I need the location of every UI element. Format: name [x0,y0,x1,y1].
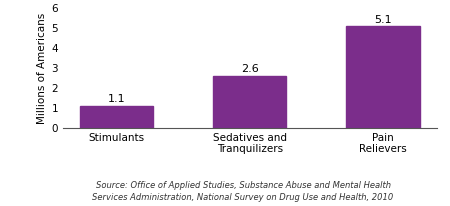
Y-axis label: Millions of Americans: Millions of Americans [37,12,47,124]
Bar [80,106,153,128]
Bar [213,76,286,128]
Text: 1.1: 1.1 [108,94,126,104]
Bar [346,26,419,128]
Text: 2.6: 2.6 [241,64,259,74]
Text: Source: Office of Applied Studies, Substance Abuse and Mental Health
Services Ad: Source: Office of Applied Studies, Subst… [92,181,394,202]
Text: 5.1: 5.1 [374,15,392,25]
